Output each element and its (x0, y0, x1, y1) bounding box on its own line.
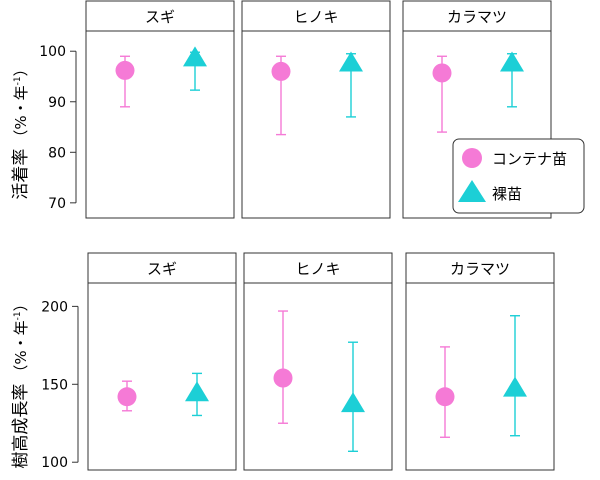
data-point-bare (185, 381, 209, 402)
chart-row-2: 100 150 200 樹高成長率 （%・年-1） スギ ヒノキ カラマツ (11, 252, 555, 471)
legend-label: コンテナ苗 (492, 150, 567, 168)
y-tick-label: 100 (41, 455, 68, 471)
data-point-container (117, 387, 137, 407)
panel-2: ヒノキ (241, 0, 391, 219)
panel-strip (402, 0, 552, 32)
y-axis-title: 樹高成長率 （%・年-1） (11, 296, 31, 468)
panel-frame (85, 30, 235, 219)
y-axis-title-main: 樹高成長率 (11, 384, 31, 469)
legend-box (452, 138, 585, 214)
data-point-bare (339, 51, 363, 72)
data-point-container (432, 63, 452, 83)
panel-strip-label: カラマツ (447, 8, 507, 26)
data-point-bare (183, 46, 207, 67)
y-axis-title: 活着率 （%・年-1） (11, 61, 31, 199)
legend-label: 裸苗 (492, 185, 522, 203)
panel-2: ヒノキ (243, 252, 393, 471)
panel-strip (85, 0, 235, 32)
panel-1: スギ (85, 0, 235, 219)
data-point-container (271, 61, 291, 81)
y-tick-label: 80 (48, 145, 66, 161)
y-axis-title-main: 活着率 (11, 149, 31, 200)
legend-circle-icon (462, 148, 482, 168)
y-axis-title-unit: （%・年 (12, 85, 30, 144)
data-point-container (115, 60, 135, 80)
panel-frame (405, 282, 555, 471)
panel-frame (241, 30, 391, 219)
y-tick-label: 90 (48, 95, 66, 111)
chart-row-1: 70 80 90 100 活着率 （%・年-1） スギ ヒノキ カラマツ (11, 0, 552, 219)
y-tick-label: 150 (41, 377, 68, 393)
panel-frame (243, 282, 393, 471)
panel-strip-label: ヒノキ (295, 260, 340, 278)
panel-3: カラマツ (405, 252, 555, 471)
data-point-bare (503, 376, 527, 397)
y-axis-title-close: ） (12, 61, 30, 76)
y-tick-label: 70 (48, 196, 66, 212)
panel-strip-label: カラマツ (450, 260, 510, 278)
data-point-container (273, 368, 293, 388)
panel-strip-label: ヒノキ (293, 8, 338, 26)
panel-strip (87, 252, 237, 284)
y-tick-label: 100 (39, 44, 66, 60)
panel-strip-label: スギ (147, 260, 177, 278)
panel-strip-label: スギ (145, 8, 175, 26)
y-axis-title-sup: -1 (13, 311, 23, 320)
panel-frame (87, 282, 237, 471)
data-point-bare (500, 51, 524, 72)
y-tick-label: 200 (41, 299, 68, 315)
y-axis-title-sup: -1 (13, 76, 23, 85)
panel-frame (402, 30, 552, 219)
panel-strip (405, 252, 555, 284)
data-point-bare (341, 392, 365, 413)
y-axis-title-close: ） (12, 296, 30, 311)
data-point-container (435, 387, 455, 407)
panel-1: スギ (87, 252, 237, 471)
panel-3: カラマツ (402, 0, 552, 219)
y-axis-title-unit: （%・年 (12, 320, 30, 379)
panel-strip (241, 0, 391, 32)
legend-triangle-icon (458, 180, 486, 202)
